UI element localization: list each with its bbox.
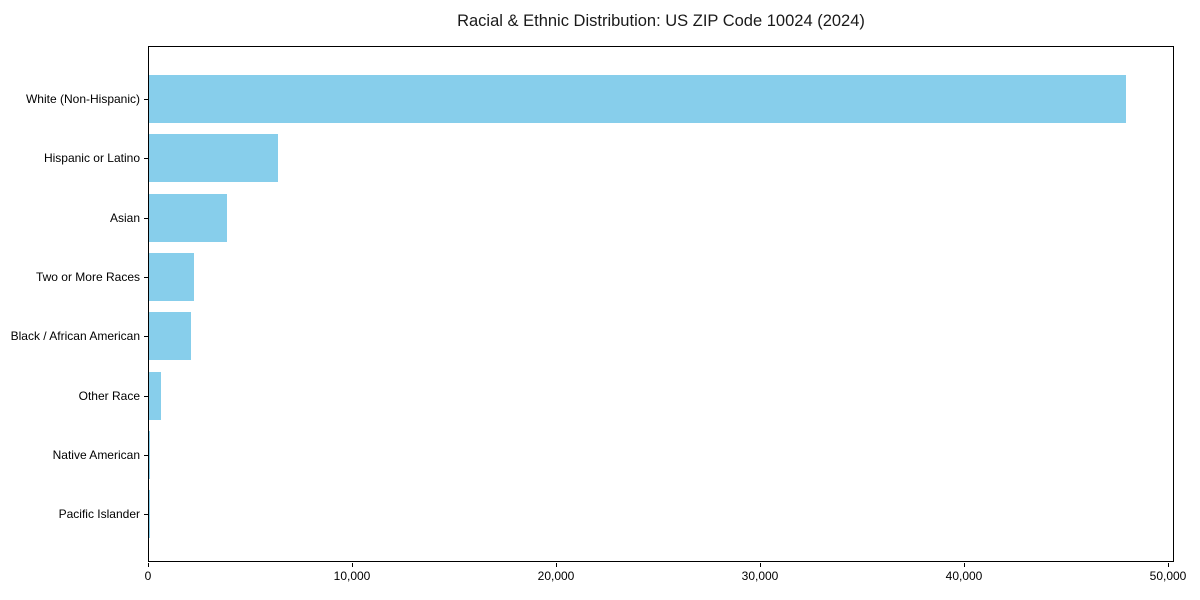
category-label: Pacific Islander xyxy=(58,507,140,522)
category-label: Black / African American xyxy=(10,329,140,344)
x-tick-label: 0 xyxy=(144,569,152,583)
category-label: Asian xyxy=(109,210,140,225)
x-tick-mark xyxy=(352,563,353,567)
bar-black-african-american xyxy=(149,312,192,361)
x-tick-label: 10,000 xyxy=(333,569,371,583)
x-tick-mark xyxy=(148,563,149,567)
y-tick-mark xyxy=(144,395,148,397)
y-tick-mark xyxy=(144,99,148,100)
y-tick-mark xyxy=(144,336,148,338)
x-tick-label: 40,000 xyxy=(945,569,983,583)
x-tick-mark xyxy=(1168,563,1169,567)
category-label: Two or More Races xyxy=(35,269,140,284)
plot-area xyxy=(148,46,1174,562)
x-tick-label: 50,000 xyxy=(1149,569,1187,583)
x-tick-mark xyxy=(556,563,557,567)
x-tick-label: 20,000 xyxy=(537,569,575,583)
category-label: White (Non-Hispanic) xyxy=(25,92,140,106)
category-label: Other Race xyxy=(78,388,140,403)
y-tick-mark xyxy=(144,158,148,160)
chart-title: Racial & Ethnic Distribution: US ZIP Cod… xyxy=(457,12,865,30)
bar-white-non-hispanic xyxy=(149,75,1127,123)
bar-two-or-more-races xyxy=(149,252,194,301)
y-tick-mark xyxy=(144,276,148,278)
bar-native-american xyxy=(149,430,150,479)
category-label: Hispanic or Latino xyxy=(43,151,140,166)
bar-asian xyxy=(149,193,227,242)
x-tick-mark xyxy=(964,563,965,567)
y-tick-mark xyxy=(144,217,148,219)
bar-hispanic-or-latino xyxy=(149,134,278,183)
y-tick-mark xyxy=(144,514,148,516)
y-tick-mark xyxy=(144,454,148,456)
bar-other-race xyxy=(149,371,162,420)
x-tick-mark xyxy=(760,563,761,567)
x-tick-label: 30,000 xyxy=(741,569,779,583)
category-label: Native American xyxy=(52,447,140,462)
